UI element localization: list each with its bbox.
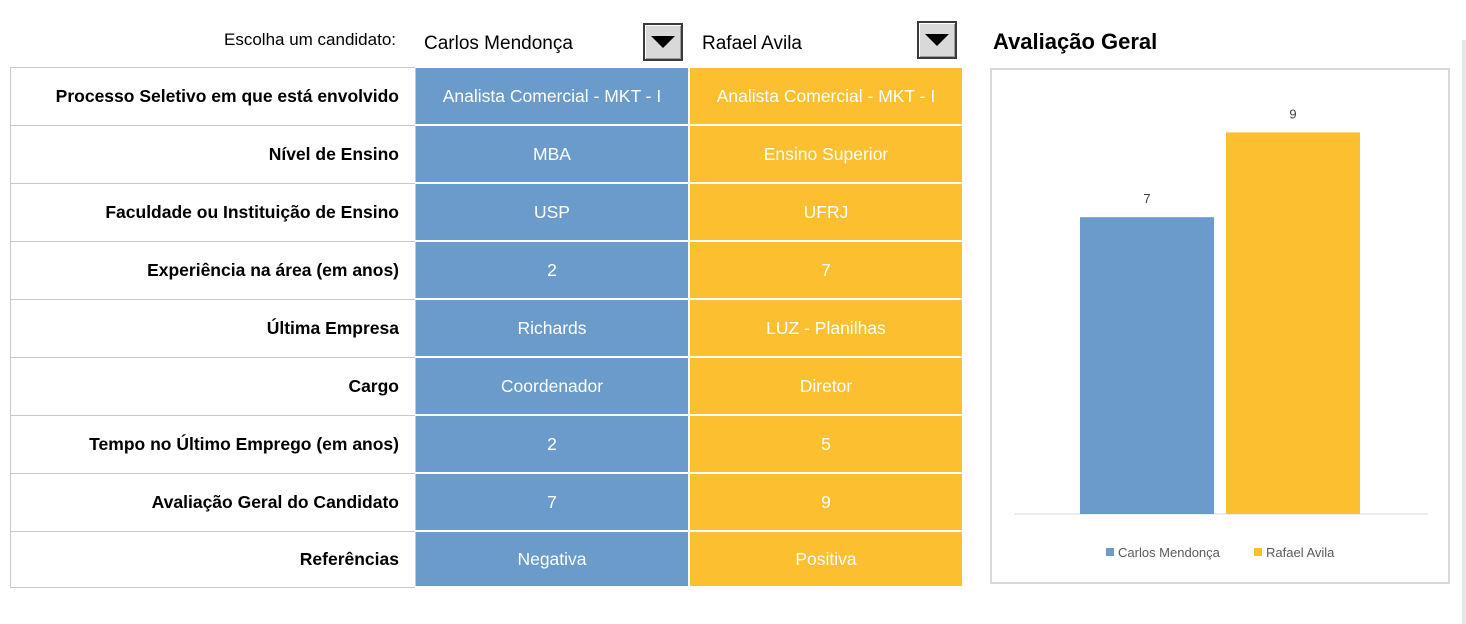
bar-2 (1226, 132, 1360, 514)
candidate2-cell: Positiva (688, 530, 964, 588)
legend-label-2: Rafael Avila (1266, 545, 1335, 560)
candidate1-cell: Coordenador (415, 356, 690, 416)
candidate2-cell: Analista Comercial - MKT - I (688, 66, 964, 126)
candidate2-select-value[interactable]: Rafael Avila (702, 33, 802, 54)
candidate2-cell: Diretor (688, 356, 964, 416)
candidate1-cell: Negativa (415, 530, 690, 588)
row-label: Faculdade ou Instituição de Ensino (10, 182, 416, 242)
row-label: Tempo no Último Emprego (em anos) (10, 414, 416, 474)
chart-frame: 7 9 Carlos Mendonça Rafael Avila (990, 68, 1450, 584)
table-row: Faculdade ou Instituição de Ensino USP UFR… (10, 182, 964, 242)
legend-swatch-2 (1254, 548, 1262, 556)
data-label-2: 9 (1289, 106, 1296, 121)
candidate1-cell: MBA (415, 124, 690, 184)
candidate1-cell: USP (415, 182, 690, 242)
candidate2-cell: Ensino Superior (688, 124, 964, 184)
row-label: Avaliação Geral do Candidato (10, 472, 416, 532)
comparison-table: Processo Seletivo em que está envolvido A… (10, 66, 964, 588)
candidate2-cell: 9 (688, 472, 964, 532)
candidate2-dropdown-button[interactable] (917, 21, 957, 59)
row-label: Referências (10, 530, 416, 588)
table-row: Referências Negativa Positiva (10, 530, 964, 588)
triangle-down-icon (925, 34, 949, 46)
candidate-selector-label: Escolha um candidato: (224, 30, 396, 49)
row-label: Cargo (10, 356, 416, 416)
candidate2-cell: UFRJ (688, 182, 964, 242)
candidate1-cell: 2 (415, 240, 690, 300)
candidate1-dropdown-button[interactable] (643, 23, 683, 61)
table-row: Última Empresa Richards LUZ - Planilhas (10, 298, 964, 358)
candidate1-cell: 7 (415, 472, 690, 532)
table-row: Experiência na área (em anos) 2 7 (10, 240, 964, 300)
row-label: Processo Seletivo em que está envolvido (10, 66, 416, 126)
candidate1-cell: 2 (415, 414, 690, 474)
legend-label-1: Carlos Mendonça (1118, 545, 1221, 560)
candidate2-cell: 5 (688, 414, 964, 474)
data-label-1: 7 (1143, 191, 1150, 206)
table-row: Tempo no Último Emprego (em anos) 2 5 (10, 414, 964, 474)
candidate1-cell: Analista Comercial - MKT - I (415, 66, 690, 126)
bar-1 (1080, 217, 1214, 514)
candidate2-cell: LUZ - Planilhas (688, 298, 964, 358)
table-row: Processo Seletivo em que está envolvido A… (10, 66, 964, 126)
chart-title: Avaliação Geral (993, 29, 1158, 54)
bar-chart: 7 9 Carlos Mendonça Rafael Avila (1014, 106, 1428, 560)
row-label: Última Empresa (10, 298, 416, 358)
candidate1-cell: Richards (415, 298, 690, 358)
candidate2-cell: 7 (688, 240, 964, 300)
table-row: Avaliação Geral do Candidato 7 9 (10, 472, 964, 532)
table-row: Nível de Ensino MBA Ensino Superior (10, 124, 964, 184)
row-label: Nível de Ensino (10, 124, 416, 184)
window-edge (1462, 40, 1466, 624)
triangle-down-icon (651, 36, 675, 48)
legend-swatch-1 (1106, 548, 1114, 556)
row-label: Experiência na área (em anos) (10, 240, 416, 300)
table-row: Cargo Coordenador Diretor (10, 356, 964, 416)
candidate1-select-value[interactable]: Carlos Mendonça (424, 33, 573, 54)
